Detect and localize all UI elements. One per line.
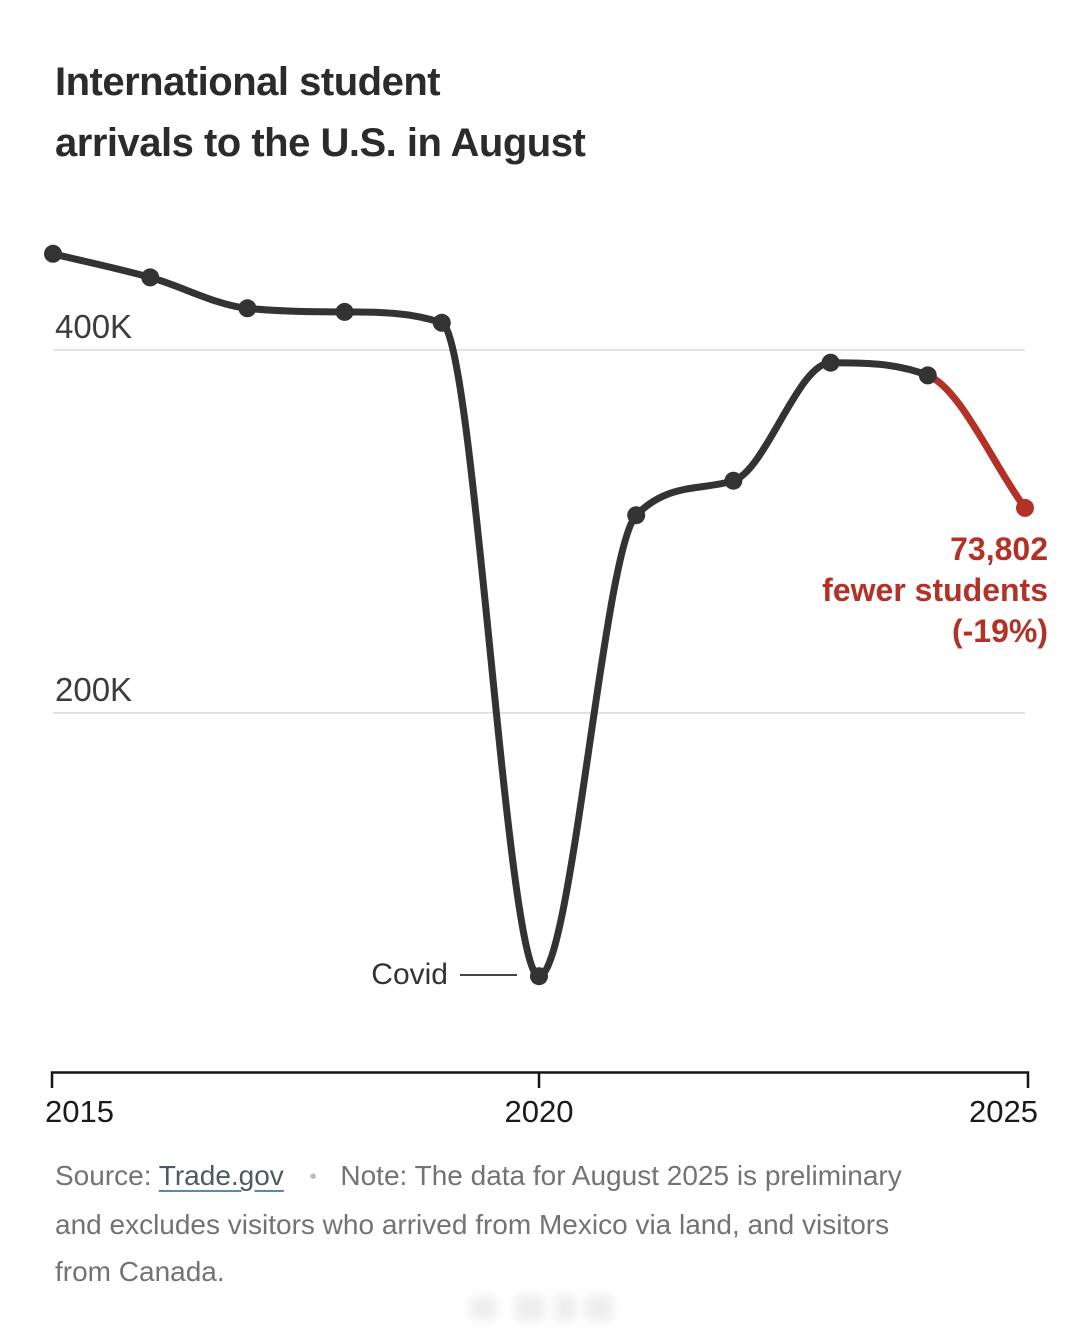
y-axis-label-200k: 200K [55,671,133,708]
footer-line-1: Source: Trade.gov • Note: The data for A… [55,1152,1015,1201]
data-point-2024 [918,366,937,385]
x-tick-label-2015: 2015 [45,1094,114,1129]
source-link[interactable]: Trade.gov [158,1160,284,1191]
data-point-2020 [530,967,548,986]
note-text-line-2: and excludes visitors who arrived from M… [55,1209,890,1240]
x-tick-label-2025: 2025 [969,1094,1038,1129]
footer-note: Source: Trade.gov • Note: The data for A… [55,1152,1015,1295]
drop-annotation-value: 73,802 [950,531,1048,567]
drop-annotation: 73,802 fewer students (-19%) [822,529,1048,652]
data-point-2015 [44,244,62,263]
x-tick-label-2020: 2020 [504,1094,574,1129]
data-points [44,244,1034,986]
chart-title: International student arrivals to the U.… [55,52,586,174]
covid-annotation-label: Covid [371,958,448,991]
x-axis [50,1071,1030,1088]
chart-title-line-1: International student [55,60,441,104]
data-point-2017 [238,299,257,318]
note-text-line-3: from Canada. [55,1256,225,1287]
data-point-2023 [821,353,840,372]
data-point-2022 [724,471,743,490]
source-label: Source: [55,1160,152,1191]
data-point-2025 [1016,498,1034,517]
note-text-line-1: Note: The data for August 2025 is prelim… [340,1160,902,1191]
chart-title-line-2: arrivals to the U.S. in August [55,121,586,165]
note-separator-dot: • [309,1166,317,1188]
y-axis-label-400k: 400K [55,308,133,345]
series-line [49,250,932,980]
data-point-2019 [432,313,451,332]
watermark [470,1292,620,1324]
data-point-2018 [335,302,354,321]
data-point-2021 [627,506,646,525]
data-point-2016 [141,268,160,287]
projected-series-line [924,371,1029,512]
drop-annotation-percent: (-19%) [951,613,1048,649]
drop-annotation-text: fewer students [822,572,1048,608]
gridlines [53,349,1025,714]
